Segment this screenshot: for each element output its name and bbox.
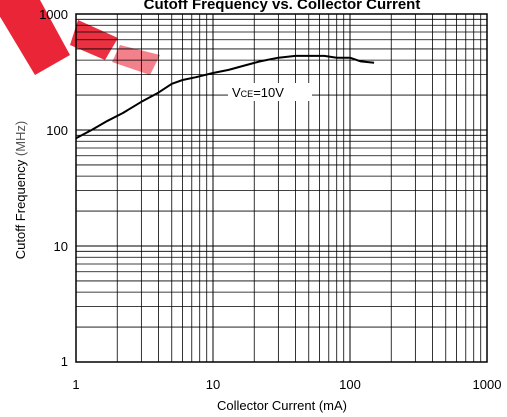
annotation-suffix: =10V xyxy=(253,85,284,100)
plot-frame xyxy=(75,13,488,363)
annotation-subscript: CE xyxy=(241,89,254,99)
x-tick-label: 100 xyxy=(339,377,361,392)
x-tick-label: 1 xyxy=(72,377,79,392)
watermark-stroke-1 xyxy=(0,0,70,75)
chart-title: Cutoff Frequency vs. Collector Current xyxy=(144,0,421,13)
y-ticks: 1 10 100 1000 xyxy=(39,7,68,369)
vce-annotation: VCE=10V xyxy=(228,83,312,101)
series-line xyxy=(75,54,375,140)
annotation-prefix: V xyxy=(232,85,241,100)
watermark-logo xyxy=(0,0,160,75)
y-axis-title: Cutoff Frequency (MHz) xyxy=(13,121,28,260)
grid xyxy=(75,13,488,363)
x-axis-title: Collector Current (mA) xyxy=(217,398,347,413)
x-ticks: 1 10 100 1000 xyxy=(72,377,501,392)
y-tick-label: 1000 xyxy=(39,7,68,22)
y-tick-label: 10 xyxy=(54,239,68,254)
y-axis-unit: (MHz) xyxy=(13,121,28,156)
y-tick-label: 1 xyxy=(61,354,68,369)
annotation-text: VCE=10V xyxy=(232,85,284,100)
y-tick-label: 100 xyxy=(46,123,68,138)
annotation-background xyxy=(228,83,312,101)
x-tick-label: 10 xyxy=(206,377,220,392)
x-tick-label: 1000 xyxy=(473,377,502,392)
y-axis-title-text: Cutoff Frequency xyxy=(13,159,28,259)
